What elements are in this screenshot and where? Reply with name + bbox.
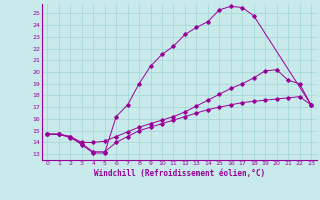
X-axis label: Windchill (Refroidissement éolien,°C): Windchill (Refroidissement éolien,°C) — [94, 169, 265, 178]
